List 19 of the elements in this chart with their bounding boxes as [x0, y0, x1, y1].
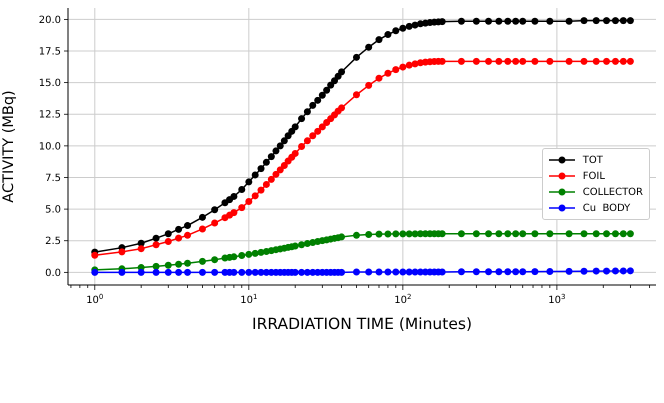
y-tick-label: 17.5 — [38, 46, 61, 58]
y-tick-label: 15.0 — [38, 78, 61, 90]
y-tick-label: 12.5 — [38, 110, 61, 121]
y-tick-label: 20.0 — [38, 14, 61, 26]
y-axis-title: ACTIVITY (MBq) — [1, 90, 18, 203]
x-tick-label: 10$^{2}$ — [394, 293, 412, 306]
legend-label: COLLECTOR — [582, 186, 643, 198]
y-tick-label: 10.0 — [38, 141, 61, 152]
legend-label: TOT — [582, 154, 603, 166]
x-axis-title: IRRADIATION TIME (Minutes) — [252, 315, 472, 333]
x-tick-label: 10$^{3}$ — [548, 293, 566, 306]
legend-label: Cu BODY — [582, 202, 630, 214]
y-tick-label: 2.5 — [45, 236, 61, 248]
y-tick-label: 7.5 — [45, 172, 61, 184]
x-tick-label: 10$^{1}$ — [240, 293, 258, 306]
y-tick-label: 5.0 — [45, 204, 61, 216]
legend-label: FOIL — [582, 170, 605, 182]
y-tick-label: 0.0 — [45, 268, 61, 279]
x-tick-label: 10$^{0}$ — [86, 293, 104, 306]
